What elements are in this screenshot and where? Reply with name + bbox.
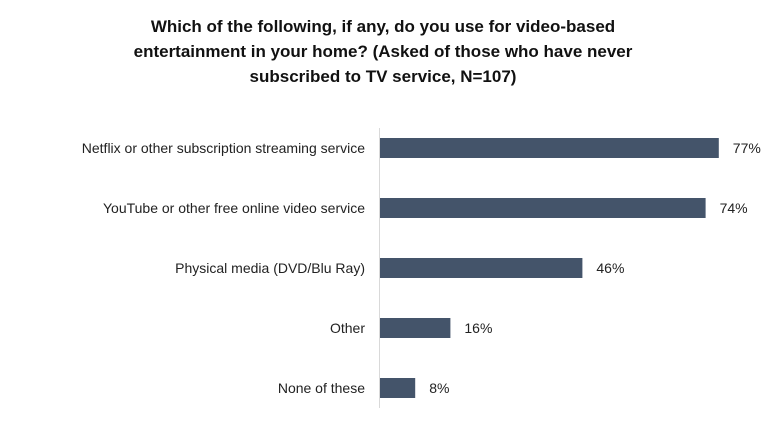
category-label: None of these: [278, 380, 365, 396]
chart-title-line-2: entertainment in your home? (Asked of th…: [133, 42, 633, 61]
value-label: 8%: [429, 380, 449, 396]
bar: [380, 378, 416, 398]
bar: [380, 138, 719, 158]
chart-title: Which of the following, if any, do you u…: [0, 14, 766, 89]
bars-layer: Netflix or other subscription streaming …: [82, 138, 761, 398]
value-label: 74%: [720, 200, 748, 216]
bar: [380, 198, 706, 218]
value-label: 77%: [733, 140, 761, 156]
chart-title-line-3: subscribed to TV service, N=107): [249, 67, 517, 86]
category-label: Netflix or other subscription streaming …: [82, 140, 365, 156]
chart-title-line-1: Which of the following, if any, do you u…: [150, 17, 616, 36]
bar: [380, 258, 583, 278]
category-label: YouTube or other free online video servi…: [103, 200, 365, 216]
value-label: 46%: [596, 260, 624, 276]
category-label: Physical media (DVD/Blu Ray): [175, 260, 365, 276]
bar: [380, 318, 451, 338]
value-label: 16%: [464, 320, 492, 336]
category-label: Other: [330, 320, 365, 336]
